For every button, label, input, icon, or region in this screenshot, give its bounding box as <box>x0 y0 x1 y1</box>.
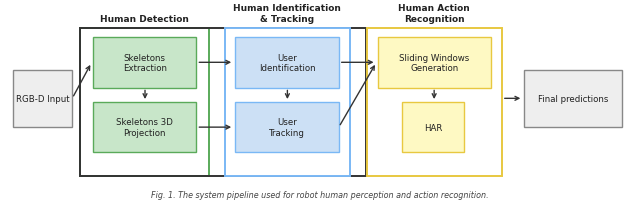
FancyBboxPatch shape <box>236 102 339 153</box>
FancyBboxPatch shape <box>401 102 464 153</box>
Text: Final predictions: Final predictions <box>538 94 608 103</box>
Text: User
Identification: User Identification <box>259 53 316 73</box>
FancyBboxPatch shape <box>93 38 196 88</box>
Text: Skeletons 3D
Projection: Skeletons 3D Projection <box>116 118 173 137</box>
FancyBboxPatch shape <box>524 70 621 128</box>
Text: User
Tracking: User Tracking <box>269 118 305 137</box>
Text: Fig. 1. The system pipeline used for robot human perception and action recogniti: Fig. 1. The system pipeline used for rob… <box>151 190 489 199</box>
FancyBboxPatch shape <box>367 29 502 176</box>
Text: Human Detection: Human Detection <box>100 15 189 23</box>
Text: Human Identification
& Tracking: Human Identification & Tracking <box>234 4 341 23</box>
Text: RGB-D Input: RGB-D Input <box>15 94 69 103</box>
Text: HAR: HAR <box>424 123 442 132</box>
Text: Sliding Windows
Generation: Sliding Windows Generation <box>399 53 469 73</box>
FancyBboxPatch shape <box>225 29 350 176</box>
Text: Human Action
Recognition: Human Action Recognition <box>398 4 470 23</box>
FancyBboxPatch shape <box>236 38 339 88</box>
Text: Skeletons
Extraction: Skeletons Extraction <box>123 53 166 73</box>
FancyBboxPatch shape <box>81 29 209 176</box>
FancyBboxPatch shape <box>13 70 72 128</box>
FancyBboxPatch shape <box>93 102 196 153</box>
FancyBboxPatch shape <box>378 38 491 88</box>
